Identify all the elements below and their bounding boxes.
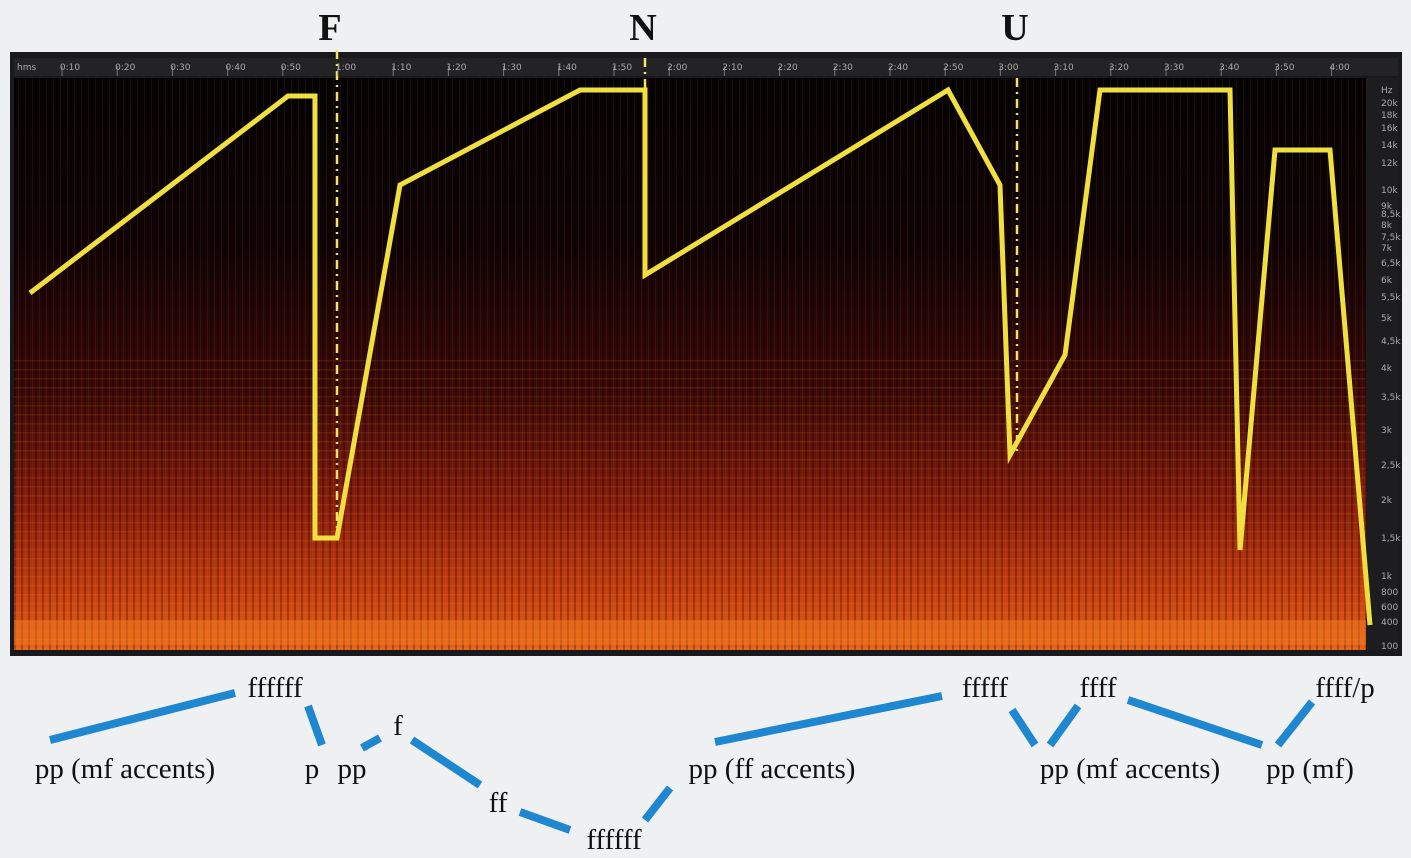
dynamics-segment [518,808,572,834]
dynamics-contour [49,689,1316,834]
frequency-unit: Hz [1381,86,1393,96]
dynamic-label: ffffff [586,824,642,856]
frequency-label: 1,5k [1381,534,1401,544]
frequency-label: 20k [1381,99,1398,109]
frequency-label: 600 [1381,603,1398,613]
frequency-label: 7,5k [1381,233,1401,243]
time-label: 0:10 [60,63,80,73]
time-label: 2:40 [888,63,908,73]
frequency-label: 14k [1381,141,1398,151]
time-label: 1:50 [612,63,632,73]
frequency-label: 3,5k [1381,393,1401,403]
time-label: 1:40 [557,63,577,73]
dynamics-segment [409,736,483,789]
frequency-label: 2k [1381,496,1393,506]
dynamics-segment [1046,703,1082,748]
frequency-label: 4,5k [1381,337,1401,347]
dynamic-label: pp (mf) [1266,753,1354,785]
section-marker: U [1001,7,1028,49]
time-label: 2:30 [833,63,853,73]
dynamic-label: pp (mf accents) [1040,753,1220,785]
time-label: 1:00 [336,63,356,73]
time-unit: hms [17,63,36,73]
dynamic-label: pp [338,753,367,785]
section-marker: F [318,7,341,49]
dynamic-label: p [305,753,320,785]
frequency-label: 5k [1381,314,1393,324]
time-label: 4:00 [1329,63,1349,73]
frequency-label: 18k [1381,111,1398,121]
time-label: 1:20 [446,63,466,73]
dynamics-segment [641,785,674,823]
frequency-label: 2,5k [1381,461,1401,471]
frequency-label: 800 [1381,588,1398,598]
frequency-label: 12k [1381,159,1398,169]
spectrogram-bass [14,620,1366,645]
frequency-label: 3k [1381,426,1393,436]
frequency-label: 7k [1381,244,1393,254]
loudness-contour [28,86,1373,626]
time-ruler [14,58,1398,76]
time-label: 1:10 [391,63,411,73]
frequency-ruler [1366,78,1398,650]
dynamics-segment [49,689,236,744]
time-label: 1:30 [501,63,521,73]
frequency-label: 8k [1381,221,1393,231]
time-label: 3:00 [998,63,1018,73]
dynamics-segment [1274,699,1316,748]
time-label: 0:20 [115,63,135,73]
dynamic-label: f [393,710,403,742]
frequency-label: 6,5k [1381,259,1401,269]
dynamic-label: pp (mf accents) [35,753,215,785]
time-label: 2:10 [722,63,742,73]
time-label: 0:30 [170,63,190,73]
frequency-label: 5,5k [1381,293,1401,303]
frequency-label: 100 [1381,642,1398,652]
time-label: 2:50 [943,63,963,73]
dynamics-segment [304,704,326,747]
dynamics-segment [714,692,943,746]
dynamic-label: ff [489,787,508,819]
dynamics-segment [1008,707,1039,748]
time-label: 2:20 [777,63,797,73]
spectrogram-harmonics [14,360,1366,650]
time-label: 2:00 [667,63,687,73]
frequency-label: 400 [1381,618,1398,628]
time-label: 3:10 [1053,63,1073,73]
time-label: 3:40 [1219,63,1239,73]
dynamic-label: ffff [1079,672,1116,704]
section-marker: N [629,7,656,49]
frequency-label: 6k [1381,276,1393,286]
dynamic-label: fffff [962,672,1009,704]
dynamic-label: pp (ff accents) [689,753,856,785]
frequency-label: 10k [1381,186,1398,196]
dynamic-label: ffff/p [1315,672,1375,704]
time-label: 0:40 [225,63,245,73]
time-label: 3:30 [1164,63,1184,73]
dynamics-segment [1126,696,1264,749]
time-label: 3:20 [1109,63,1129,73]
frequency-label: 8,5k [1381,210,1401,220]
frequency-label: 4k [1381,364,1393,374]
frequency-label: 1k [1381,572,1393,582]
time-label: 0:50 [281,63,301,73]
time-label: 3:50 [1274,63,1294,73]
frequency-label: 16k [1381,124,1398,134]
frequency-label: 9k [1381,202,1393,212]
dynamic-label: ffffff [247,672,303,704]
dynamics-segment [360,734,382,752]
